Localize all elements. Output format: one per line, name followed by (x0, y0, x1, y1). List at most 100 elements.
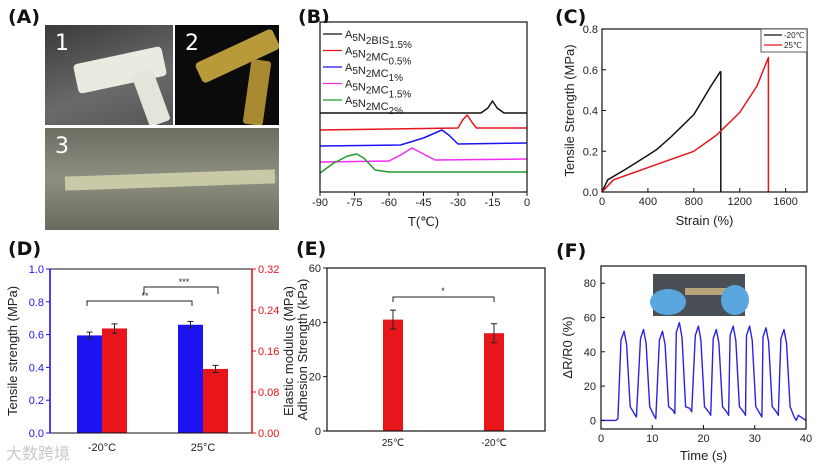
y-tick-label: 40 (584, 347, 596, 359)
y-tick-label: 0 (590, 415, 596, 427)
legend-label-part: 2 (366, 53, 372, 64)
error-bar (212, 364, 219, 374)
plot-frame-c (601, 28, 808, 193)
y-tick-label-right: 0.00 (258, 428, 279, 440)
y-tick-label: 40 (309, 317, 321, 329)
inset-photo-glove-left (650, 289, 686, 315)
y-axis-title: Adhesion Strength (kPa) (295, 279, 310, 421)
x-tick-label: 1200 (727, 196, 751, 208)
legend-label-part: 5 (352, 83, 358, 94)
bar-blue (178, 324, 203, 433)
dsc-curve-black (320, 100, 527, 114)
x-tick-label: -45 (416, 197, 432, 209)
error-bar (390, 309, 396, 330)
significance-bracket (392, 296, 495, 302)
legend-label-part: A (345, 62, 353, 74)
panel-label-d: (D) (8, 238, 42, 260)
x-tick-label: 10 (646, 433, 658, 445)
y-tick-label-right: 0.32 (258, 264, 279, 276)
significance-bracket (143, 286, 219, 294)
y-axis-title-left: Tensile strength (MPa) (5, 286, 20, 416)
legend-label-part: 5 (352, 99, 358, 110)
legend-label-part: 5 (352, 66, 358, 77)
significance-label: ** (141, 291, 149, 301)
y-tick-label-right: 0.24 (258, 305, 279, 317)
legend-label-part: 2 (366, 36, 372, 47)
inset-photo-glove-right (721, 285, 749, 315)
plot-frame-e (326, 267, 546, 432)
x-axis-title: T(℃) (408, 214, 439, 229)
legend-label-part: N (358, 82, 366, 94)
legend-label-part: 2 (366, 102, 372, 113)
x-category-label: -20℃ (481, 438, 507, 449)
y-tick-label: 0.0 (583, 187, 598, 199)
panel-label-a: (A) (8, 6, 41, 28)
legend-label-part: N (358, 32, 366, 44)
panel-label-e: (E) (296, 238, 327, 260)
legend-label-part: MC (371, 85, 388, 97)
photo-number: 3 (55, 134, 69, 159)
legend-label-part: MC (371, 68, 388, 80)
legend-label: A5N2MC2% (345, 95, 403, 117)
y-tick-label-right: 0.08 (258, 387, 279, 399)
legend-label-part: 1.5% (389, 40, 412, 51)
legend-label-part: 2 (366, 69, 372, 80)
y-tick-label-left: 0.0 (29, 428, 44, 440)
bar-blue (77, 335, 102, 433)
stress-strain-curve-red (601, 56, 770, 193)
x-tick-label: -75 (347, 197, 363, 209)
error-bar (187, 320, 194, 329)
legend-label-part: MC (371, 52, 388, 64)
x-tick-label: -30 (450, 197, 466, 209)
legend-label-part: A (345, 79, 353, 91)
x-tick-label: 0 (524, 197, 530, 209)
x-category-label: 25°C (191, 442, 216, 454)
y-tick-label: 20 (584, 381, 596, 393)
legend-label-part: A (345, 95, 353, 107)
y-tick-label: 20 (309, 372, 321, 384)
legend-label-part: A (345, 29, 353, 41)
x-axis-title: Strain (%) (676, 213, 734, 228)
legend-background (321, 23, 413, 108)
y-tick-label: 0 (315, 426, 321, 438)
x-tick-label: 30 (749, 433, 761, 445)
y-tick-label-left: 0.8 (29, 297, 44, 309)
legend-label-part: 1.5% (389, 90, 412, 101)
response-curve (601, 321, 807, 422)
x-tick-label: 0 (599, 196, 605, 208)
significance-label: *** (179, 277, 190, 287)
legend-label-part: MC (371, 101, 388, 113)
x-tick-label: 20 (697, 433, 709, 445)
bar-red (484, 333, 504, 431)
legend-label-part: 2% (389, 106, 404, 117)
photo-3-stretched-film: 3 (45, 128, 279, 230)
y-axis-title: Tensile Strength (MPa) (562, 44, 577, 176)
photo-number: 1 (55, 31, 69, 56)
y-tick-label-left: 0.2 (29, 395, 44, 407)
dsc-curve-magenta (319, 147, 528, 163)
legend-label: 25℃ (784, 41, 802, 50)
y-tick-label: 60 (584, 312, 596, 324)
x-tick-label: 400 (639, 196, 657, 208)
legend-label: A5N2BIS1.5% (345, 29, 412, 51)
dsc-curve-red (319, 114, 527, 131)
photo-1-white-film: 1 (45, 25, 173, 125)
x-tick-label: 800 (685, 196, 703, 208)
y-tick-label: 0.6 (583, 65, 598, 77)
x-tick-label: 1600 (773, 196, 797, 208)
photo-2-yellow-film: 2 (175, 25, 279, 125)
legend-label-part: A (345, 46, 353, 58)
error-bar (491, 323, 497, 344)
x-tick-label: 40 (800, 433, 812, 445)
significance-bracket (86, 300, 193, 306)
bar-red (102, 328, 127, 433)
legend-label: -20℃ (784, 31, 805, 40)
y-tick-label: 0.2 (583, 146, 598, 158)
x-category-label: 25℃ (382, 438, 404, 449)
watermark: 大数跨境 (6, 444, 71, 463)
inset-photo-film (685, 288, 727, 295)
legend-label: A5N2MC0.5% (345, 46, 411, 68)
x-category-label: -20°C (88, 442, 116, 454)
legend-label-part: BIS (371, 35, 389, 47)
x-tick-label: 0 (598, 433, 604, 445)
